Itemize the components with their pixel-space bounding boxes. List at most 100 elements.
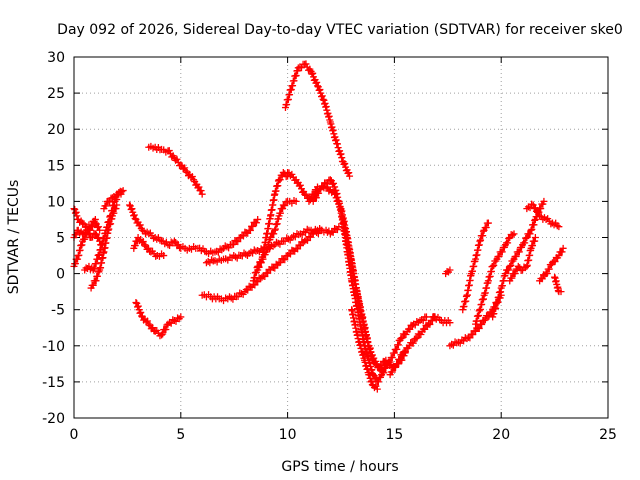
data-point [86, 226, 94, 234]
data-point [394, 360, 402, 368]
data-point [545, 265, 553, 273]
data-point [446, 266, 454, 274]
data-point [246, 226, 254, 234]
data-point [555, 223, 563, 231]
plot-frame [73, 56, 609, 419]
data-point [93, 272, 101, 280]
data-point [388, 353, 396, 361]
data-point [87, 223, 95, 231]
data-point [521, 239, 529, 247]
data-point [511, 270, 519, 278]
data-point [482, 224, 490, 232]
data-point [375, 362, 383, 370]
data-point [498, 248, 506, 256]
data-point [81, 235, 89, 243]
data-point [446, 319, 454, 327]
data-point [413, 317, 421, 325]
data-point [313, 78, 321, 86]
data-point [558, 248, 566, 256]
data-point [73, 212, 81, 220]
data-point [144, 244, 152, 252]
data-point [322, 183, 330, 191]
data-point [89, 281, 97, 289]
data-point [419, 316, 427, 324]
data-point [150, 234, 158, 242]
data-point [198, 190, 206, 198]
data-point [71, 260, 79, 268]
data-point [509, 231, 517, 239]
data-point [113, 201, 121, 209]
chart-title: Day 092 of 2026, Sidereal Day-to-day VTE… [57, 22, 623, 38]
data-point [174, 241, 182, 249]
data-point [529, 242, 537, 250]
data-point [162, 325, 170, 333]
data-point [292, 72, 300, 80]
data-point [551, 258, 559, 266]
data-point [540, 197, 548, 205]
data-point [559, 244, 567, 252]
data-point [170, 237, 178, 245]
data-point [106, 198, 114, 206]
data-point [117, 190, 125, 198]
data-point [490, 261, 498, 269]
data-point [374, 378, 382, 386]
data-point [370, 354, 378, 362]
x-tick-labels: 0 5 10 15 20 25 [70, 427, 617, 443]
data-point [137, 308, 145, 316]
data-point [159, 330, 167, 338]
x-tick-label: 0 [70, 427, 79, 443]
data-point [528, 225, 536, 233]
data-point [330, 179, 338, 187]
y-tick-labels: -20 -15 -10 -5 0 5 10 15 20 25 30 [42, 50, 65, 427]
data-point [91, 230, 99, 238]
data-point [422, 313, 430, 321]
data-point [506, 262, 514, 270]
data-point [195, 183, 203, 191]
data-point [126, 201, 134, 209]
data-point [365, 371, 373, 379]
data-point [394, 341, 402, 349]
data-point [426, 320, 434, 328]
data-point [531, 237, 539, 245]
data-point [234, 238, 242, 246]
data-point [173, 155, 181, 163]
data-point [345, 169, 353, 177]
data-point [119, 187, 127, 195]
data-point [379, 367, 387, 375]
data-point [526, 230, 534, 238]
data-point [480, 317, 488, 325]
data-point [543, 270, 551, 278]
data-point [346, 172, 354, 180]
data-point [312, 194, 320, 202]
data-point [136, 221, 144, 229]
data-point [197, 187, 205, 195]
data-point [396, 355, 404, 363]
y-tick-label: 5 [56, 231, 65, 247]
data-point [158, 331, 166, 339]
data-point [102, 202, 110, 210]
data-point [508, 274, 516, 282]
data-point [255, 262, 263, 270]
data-point [177, 313, 185, 321]
data-point [534, 206, 542, 214]
y-tick-label: -15 [42, 375, 65, 391]
data-point [128, 205, 136, 213]
data-point [145, 320, 153, 328]
data-point [182, 167, 190, 175]
data-point [368, 377, 376, 385]
data-point [337, 150, 345, 158]
data-point [91, 215, 99, 223]
data-point [341, 160, 349, 168]
data-point [88, 222, 96, 230]
data-point [174, 314, 182, 322]
data-point [366, 344, 374, 352]
data-point [381, 364, 389, 372]
y-tick-label: 25 [47, 86, 65, 102]
data-point [110, 209, 118, 217]
data-point [132, 298, 140, 306]
data-point [336, 147, 344, 155]
y-tick-label: -5 [51, 303, 65, 319]
data-points [70, 60, 567, 393]
data-point [338, 154, 346, 162]
x-tick-label: 5 [176, 427, 185, 443]
